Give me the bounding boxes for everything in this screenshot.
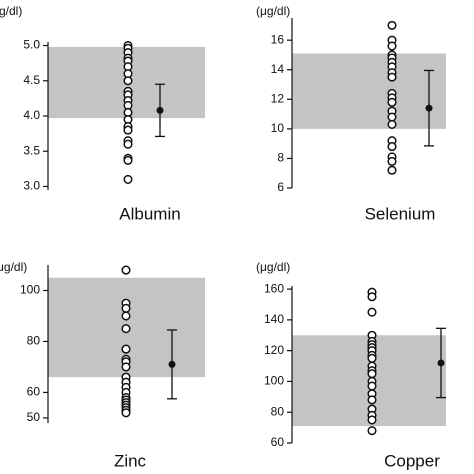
y-axis-label: (μg/dl)	[0, 260, 27, 274]
data-point	[121, 265, 131, 275]
data-point	[123, 76, 133, 86]
y-tick-label: 60	[271, 435, 285, 449]
data-point	[121, 324, 131, 334]
y-tick-label: 4.0	[23, 108, 40, 122]
data-point	[121, 408, 131, 418]
y-tick-label: 12	[271, 91, 285, 105]
y-tick-label: 3.5	[23, 143, 40, 157]
y-tick-label: 60	[27, 385, 41, 399]
mean-point	[425, 104, 433, 112]
data-point	[123, 139, 133, 149]
y-tick-label: 4.5	[23, 73, 40, 87]
x-axis-label: Albumin	[119, 204, 180, 223]
data-point	[123, 125, 133, 135]
data-point	[367, 426, 377, 436]
data-point	[367, 369, 377, 379]
y-tick-label: 160	[264, 281, 284, 295]
data-point	[387, 112, 397, 122]
y-axis-label: (μg/dl)	[256, 260, 290, 274]
y-axis-label: (g/dl)	[0, 4, 22, 18]
panel: 60 80 100 120 140 160 (μg/dl) Copper	[256, 260, 446, 470]
data-point	[387, 165, 397, 175]
data-point	[121, 303, 131, 313]
y-tick-label: 50	[27, 410, 41, 424]
y-axis-label: (μg/dl)	[256, 4, 290, 18]
panel: 50 60 80 100 (μg/dl) Zinc	[0, 260, 205, 470]
data-point	[387, 20, 397, 30]
data-point	[387, 72, 397, 82]
data-point	[367, 292, 377, 302]
data-point	[387, 97, 397, 107]
mean-point	[156, 106, 164, 114]
data-point	[387, 142, 397, 152]
y-tick-label: 6	[277, 180, 284, 194]
x-axis-label: Selenium	[365, 204, 436, 223]
data-point	[367, 395, 377, 405]
y-tick-label: 120	[264, 343, 284, 357]
data-point	[367, 307, 377, 317]
data-point	[367, 353, 377, 363]
data-point	[387, 156, 397, 166]
y-tick-label: 8	[277, 151, 284, 165]
panel: 6 8 10 12 14 16 (μg/dl) Selenium	[256, 4, 446, 223]
y-tick-label: 80	[27, 334, 41, 348]
data-point	[123, 174, 133, 184]
y-tick-label: 10	[271, 121, 285, 135]
y-tick-label: 14	[271, 62, 285, 76]
x-axis-label: Copper	[384, 451, 440, 470]
y-tick-label: 140	[264, 312, 284, 326]
data-point	[367, 381, 377, 391]
mean-point	[437, 359, 445, 367]
reference-band	[292, 53, 446, 129]
panel: 3.0 3.5 4.0 4.5 5.0 (g/dl) Albumin	[0, 4, 205, 223]
data-point	[123, 155, 133, 165]
y-tick-label: 100	[264, 374, 284, 388]
y-tick-label: 16	[271, 32, 285, 46]
data-point	[387, 41, 397, 51]
data-point	[367, 415, 377, 425]
data-point	[387, 119, 397, 129]
data-point	[121, 362, 131, 372]
y-tick-label: 3.0	[23, 179, 40, 193]
y-tick-label: 100	[20, 283, 40, 297]
y-tick-label: 80	[271, 404, 285, 418]
x-axis-label: Zinc	[114, 451, 147, 470]
data-point	[121, 311, 131, 321]
y-tick-label: 5.0	[23, 38, 40, 52]
mean-point	[168, 360, 176, 368]
data-point	[121, 344, 131, 354]
